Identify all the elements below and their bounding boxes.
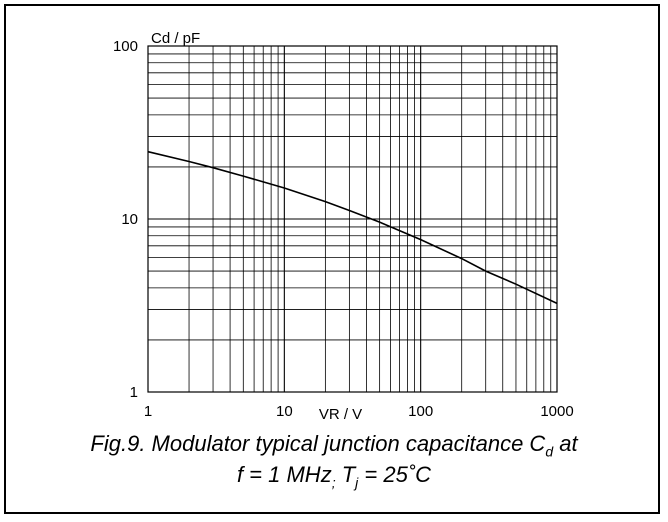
- caption-line2-tail: = 25˚C: [358, 462, 432, 488]
- caption-line-2: f = 1 MHz; Tj = 25˚C: [0, 463, 668, 494]
- figure-caption: Fig.9. Modulator typical junction capaci…: [0, 432, 668, 495]
- caption-subscript-j: j: [355, 474, 359, 491]
- data-point: [188, 161, 190, 163]
- data-point: [379, 221, 381, 223]
- caption-line2-t: T: [335, 462, 356, 488]
- caption-line2-text: f = 1 MHz: [236, 462, 332, 488]
- data-point: [515, 283, 517, 285]
- y-tick-label: 10: [121, 211, 138, 228]
- caption-separator: ;: [331, 474, 336, 491]
- figure-frame: [4, 4, 660, 514]
- x-tick-label: 100: [408, 403, 433, 420]
- data-point: [420, 239, 422, 241]
- data-point: [461, 258, 463, 260]
- y-tick-label: 1: [130, 384, 138, 401]
- data-point: [349, 210, 351, 212]
- data-point: [147, 151, 149, 153]
- data-point: [212, 167, 214, 169]
- caption-line1-text: Fig.9. Modulator typical junction capaci…: [90, 431, 546, 456]
- caption-line1-tail: at: [553, 431, 578, 456]
- x-tick-label: 10: [276, 403, 293, 420]
- series-points: [147, 151, 558, 304]
- plot-area: [147, 45, 558, 393]
- data-point: [242, 175, 244, 177]
- caption-subscript-d: d: [545, 443, 554, 460]
- data-point: [485, 270, 487, 272]
- y-gridlines: [148, 53, 557, 341]
- x-tick-label: 1: [144, 403, 152, 420]
- tick-labels: 1 10 100 1000 1 10 100: [113, 38, 574, 420]
- caption-line-1: Fig.9. Modulator typical junction capaci…: [0, 432, 668, 463]
- data-point: [284, 187, 286, 189]
- y-tick-label: 100: [113, 38, 138, 55]
- series-line: [147, 150, 558, 305]
- y-axis-label: Cd / pF: [151, 30, 200, 47]
- data-point: [556, 303, 558, 305]
- capacitance-chart: 1 10 100 1000 1 10 100 Cd / pF VR / V: [113, 30, 574, 423]
- x-tick-label: 1000: [540, 403, 573, 420]
- x-axis-label: VR / V: [319, 406, 362, 423]
- data-point: [325, 201, 327, 203]
